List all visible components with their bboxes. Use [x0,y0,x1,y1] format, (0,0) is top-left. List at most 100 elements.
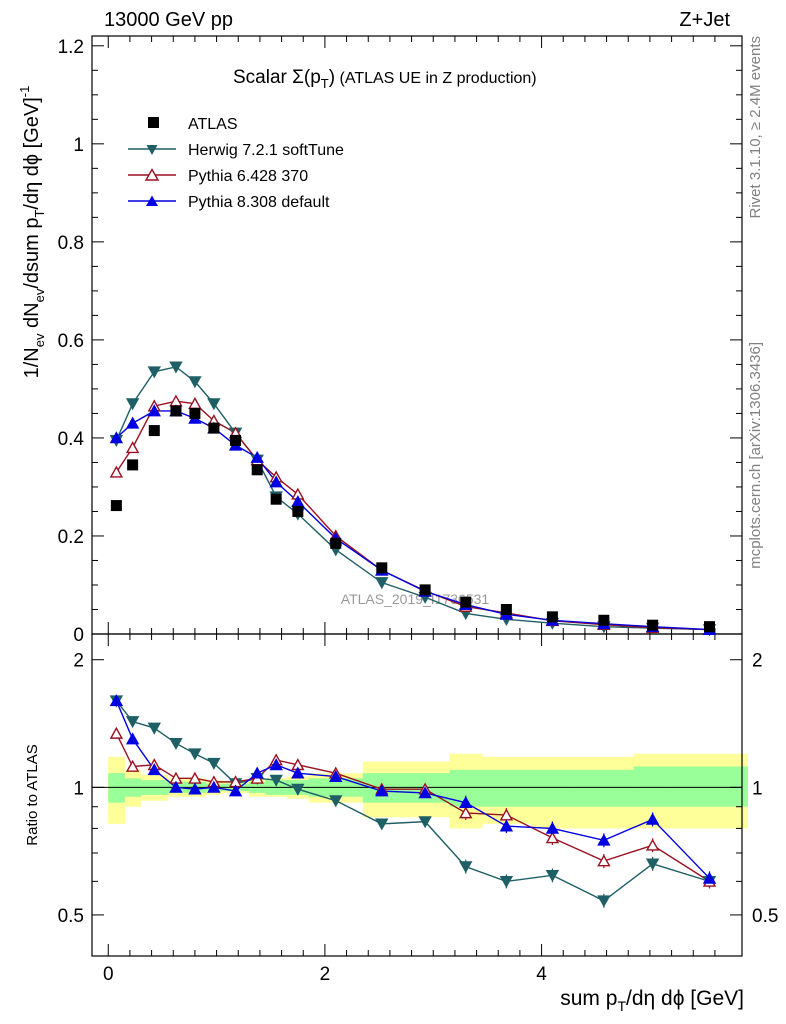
ratio-point-herwig [499,875,514,889]
ratio-point-pythia8 [597,833,611,846]
x-axis-label: sum pT/dη dϕ [GeV] [560,987,744,1014]
chart-title: Scalar Σ(pT) (ATLAS UE in Z production) [233,67,537,91]
ratio-point-pythia6 [459,806,473,819]
main-point-herwig [375,577,389,590]
ratio-point-pythia8 [169,780,183,793]
ratio-point-herwig [169,737,183,750]
ratio-point-herwig [645,858,660,871]
main-point-pythia8 [109,431,124,444]
ratio-point-pythia6 [109,726,124,739]
main-point-atlas [704,621,715,633]
ratio-band-inner [108,773,125,803]
ratio-point-herwig [375,818,389,831]
legend-marker-pythia8 [146,195,158,206]
ratio-point-pythia8 [269,758,283,771]
main-point-pythia8 [269,475,283,488]
legend-marker-herwig [146,145,158,155]
ratio-point-pythia8 [499,819,514,832]
ratio-point-pythia8 [545,821,560,834]
ratio-point-pythia6 [125,759,140,772]
ratio-point-herwig [545,869,560,882]
mcplots-label: mcplots.cern.ch [arXiv:1306.3436] [747,342,764,569]
header-right: Z+Jet [679,9,730,31]
ratio-point-herwig [269,774,283,787]
main-point-atlas [460,596,472,608]
ratio-point-herwig [291,783,305,796]
main-point-herwig [125,398,140,411]
y-tick-label: 0.6 [58,331,84,352]
x-tick-label: 0 [103,964,114,985]
main-point-atlas [376,562,388,574]
main-point-pythia8 [147,404,161,417]
main-point-pythia6 [109,465,124,478]
ratio-point-herwig [597,895,611,908]
main-point-atlas [189,407,201,419]
watermark: ATLAS_2019_I1736531 [341,591,490,607]
legend-entry-atlas: ATLAS [148,116,238,133]
main-point-atlas [330,537,342,549]
main-point-atlas [546,611,558,623]
ratio-point-herwig [125,716,140,729]
y-tick-label: 0.2 [58,527,84,548]
ratio-band-inner [482,769,532,807]
rivet-label: Rivet 3.1.10, ≥ 2.4M events [747,36,764,219]
main-point-atlas [598,614,610,626]
legend-entry-herwig: Herwig 7.2.1 softTune [128,142,344,159]
ratio-point-pythia8 [418,786,432,799]
ratio-point-pythia8 [459,796,473,809]
plot-layers: 0 0.2 0.4 0.6 0.8 1 1.2 0.5 0.5 1 1 2 2 0 2 4 13000 GeV … [17,9,778,1014]
legend-label-atlas: ATLAS [188,116,238,133]
y-tick-label: 1 [73,135,84,156]
legend: ATLAS Herwig 7.2.1 softTune Pythia 6.428… [128,116,344,211]
y-tick-label: 1.2 [58,37,84,58]
main-point-pythia6 [125,441,140,454]
legend-label-pythia8: Pythia 8.308 default [188,194,330,211]
ratio-point-pythia8 [188,782,202,795]
main-point-atlas [208,422,220,434]
legend-marker-pythia6 [144,168,160,181]
main-point-atlas [500,603,512,615]
main-point-atlas [647,619,659,631]
main-point-atlas [419,584,431,596]
main-point-herwig [147,366,161,379]
main-point-atlas [270,493,282,505]
ratio-point-herwig [459,861,473,874]
main-point-herwig [188,376,202,389]
ratio-band-inner [633,766,673,807]
ratio-plot-frame [91,633,743,957]
legend-label-pythia6: Pythia 6.428 370 [188,168,308,185]
ratio-point-herwig [418,816,432,829]
ratio-point-pythia8 [329,769,343,782]
main-point-atlas [110,500,122,512]
ratio-band-inner [530,769,575,807]
ratio-y-tick-label: 2 [73,651,84,672]
ratio-point-herwig [188,748,202,761]
ratio-point-herwig [147,722,161,735]
ratio-point-pythia6 [597,854,611,867]
main-point-atlas [292,505,304,517]
y-tick-label: 0.4 [58,429,85,450]
legend-entry-pythia8: Pythia 8.308 default [128,194,330,211]
ratio-point-pythia8 [291,766,305,779]
main-point-atlas [148,425,160,437]
ratio-point-pythia6 [545,831,560,844]
ratio-band-inner [671,766,748,807]
x-tick-label: 2 [320,964,331,985]
y-tick-label: 0 [73,625,84,646]
main-point-pythia8 [125,416,140,429]
legend-label-herwig: Herwig 7.2.1 softTune [188,142,344,159]
ratio-point-pythia8 [250,766,264,779]
main-point-atlas [127,459,139,471]
ratio-point-pythia6 [645,838,660,851]
ratio-y-tick-label: 1 [73,778,84,799]
ratio-point-herwig [329,795,343,808]
legend-marker-atlas [148,117,159,128]
ratio-point-pythia8 [147,763,161,776]
main-point-herwig [207,398,221,411]
ratio-y-tick-label-right: 1 [752,778,763,799]
main-point-atlas [230,434,242,446]
ratio-y-tick-label: 0.5 [58,906,84,927]
ratio-point-pythia8 [702,871,717,884]
y-axis-label: 1/Nev dNev/dsum pT/dη dϕ [GeV]-1 [17,86,47,379]
